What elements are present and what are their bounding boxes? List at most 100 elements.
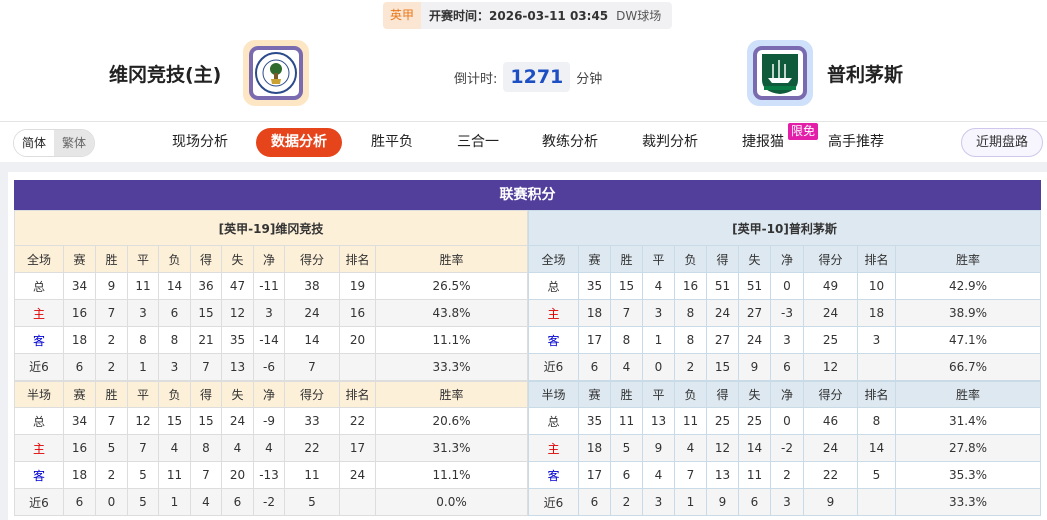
stat-cell: 4 [253,434,285,462]
row-label: 近6 [528,353,579,382]
stat-cell: 20 [221,461,254,489]
column-header: 胜率 [375,380,528,408]
stat-cell: 7 [284,353,340,382]
stat-cell: 35.3% [895,461,1041,489]
full-header-row: 全场赛胜平负得失净得分 排名 胜率 [14,245,528,273]
stat-cell: 6 [158,299,191,327]
stat-cell: 16 [674,272,707,300]
row-label: 客 [14,461,64,489]
stat-cell: 3 [642,299,675,327]
stat-cell [857,353,896,382]
nav-bar: 简体 繁体 现场分析 数据分析 胜平负 三合一 教练分析 裁判分析 捷报猫 限免… [0,121,1047,162]
away-standings-table: [英甲-10]普利茅斯 全场赛胜平负得失净得分 排名 胜率总 35 15 4 16 51 51 0 4… [528,210,1041,516]
stat-cell: 9 [642,434,675,462]
column-header: 负 [158,245,191,273]
column-header: 得分 [284,245,340,273]
stat-cell: 0.0% [375,488,528,516]
stat-cell: 5 [610,434,643,462]
stat-cell: 6 [610,461,643,489]
stat-cell: -9 [253,407,285,435]
stat-cell: 11.1% [375,461,528,489]
stat-cell: 18 [578,299,611,327]
stat-cell: -2 [770,434,804,462]
stat-cell: 20.6% [375,407,528,435]
column-header: 平 [642,245,675,273]
row-label: 客 [528,461,579,489]
column-header: 胜 [610,245,643,273]
tab-win-draw-loss[interactable]: 胜平负 [371,134,413,150]
stat-cell: -14 [253,326,285,354]
stat-cell: 33 [284,407,340,435]
column-header: 排名 [339,380,376,408]
half-header-row: 半场赛胜平负得失净得分 排名 胜率 [528,380,1041,408]
stat-cell: 7 [127,434,159,462]
column-header: 负 [674,245,707,273]
lang-simplified[interactable]: 简体 [14,130,54,156]
row-label: 主 [528,299,579,327]
stat-cell: 17 [578,461,611,489]
home-team-logo[interactable] [243,40,309,106]
table-row: 总 34 9 11 14 36 47 -11 38 19 26.5% [14,272,528,300]
tab-jiebaomao[interactable]: 捷报猫 [742,134,784,150]
tab-live-analysis[interactable]: 现场分析 [172,134,228,150]
stat-cell: 27 [738,299,771,327]
stat-cell: 8 [857,407,896,435]
row-label: 客 [14,326,64,354]
stat-cell [339,353,376,382]
stat-cell: 27.8% [895,434,1041,462]
stat-cell: 4 [158,434,191,462]
team-title: [英甲-10]普利茅斯 [528,210,1041,246]
stat-cell: 11 [127,272,159,300]
stat-cell: 11 [674,407,707,435]
stat-cell: 5 [127,461,159,489]
column-header: 净 [770,245,804,273]
recent-trend-button[interactable]: 近期盘路 [961,128,1043,157]
stat-cell: 51 [706,272,739,300]
column-header: 赛 [63,380,96,408]
tab-referee-analysis[interactable]: 裁判分析 [642,134,698,150]
stat-cell: -3 [770,299,804,327]
league-badge[interactable]: 英甲 [383,2,422,29]
column-header: 失 [738,245,771,273]
stat-cell: 5 [95,434,128,462]
stat-cell: 21 [190,326,222,354]
stat-cell: 4 [190,488,222,516]
tab-data-analysis[interactable]: 数据分析 [256,128,342,157]
stat-cell: 1 [127,353,159,382]
table-row: 近6 6 2 1 3 7 13 -6 7 33.3% [14,353,528,382]
table-row: 总 34 7 12 15 15 24 -9 33 22 20.6% [14,407,528,435]
home-team-name[interactable]: 维冈竞技(主) [109,64,222,86]
lang-traditional[interactable]: 繁体 [54,130,94,156]
stat-cell: 42.9% [895,272,1041,300]
away-team-name[interactable]: 普利茅斯 [827,64,904,86]
tab-three-in-one[interactable]: 三合一 [457,134,499,150]
stat-cell: 12 [221,299,254,327]
stat-cell: 6 [770,353,804,382]
column-header: 净 [770,380,804,408]
stat-cell: 24 [803,434,858,462]
section-label: 全场 [528,245,579,273]
stat-cell: 4 [610,353,643,382]
stat-cell: 16 [63,299,96,327]
tab-coach-analysis[interactable]: 教练分析 [542,134,598,150]
stat-cell: 47.1% [895,326,1041,354]
tab-expert-picks[interactable]: 高手推荐 [828,134,884,150]
stat-cell: 8 [610,326,643,354]
stat-cell: 24 [738,326,771,354]
column-header: 平 [127,245,159,273]
stat-cell: 2 [674,353,707,382]
table-row: 近6 6 4 0 2 15 9 6 12 66.7% [528,353,1041,382]
stat-cell: 12 [803,353,858,382]
stat-cell: 15 [610,272,643,300]
stat-cell: -6 [253,353,285,382]
stat-cell: 3 [770,326,804,354]
stat-cell: 25 [738,407,771,435]
stat-cell: 17 [578,326,611,354]
team-title: [英甲-19]维冈竞技 [14,210,528,246]
stat-cell: 33.3% [895,488,1041,516]
stat-cell: 35 [221,326,254,354]
column-header: 净 [253,380,285,408]
stat-cell: 25 [803,326,858,354]
away-team-logo[interactable] [747,40,813,106]
stat-cell: 12 [127,407,159,435]
